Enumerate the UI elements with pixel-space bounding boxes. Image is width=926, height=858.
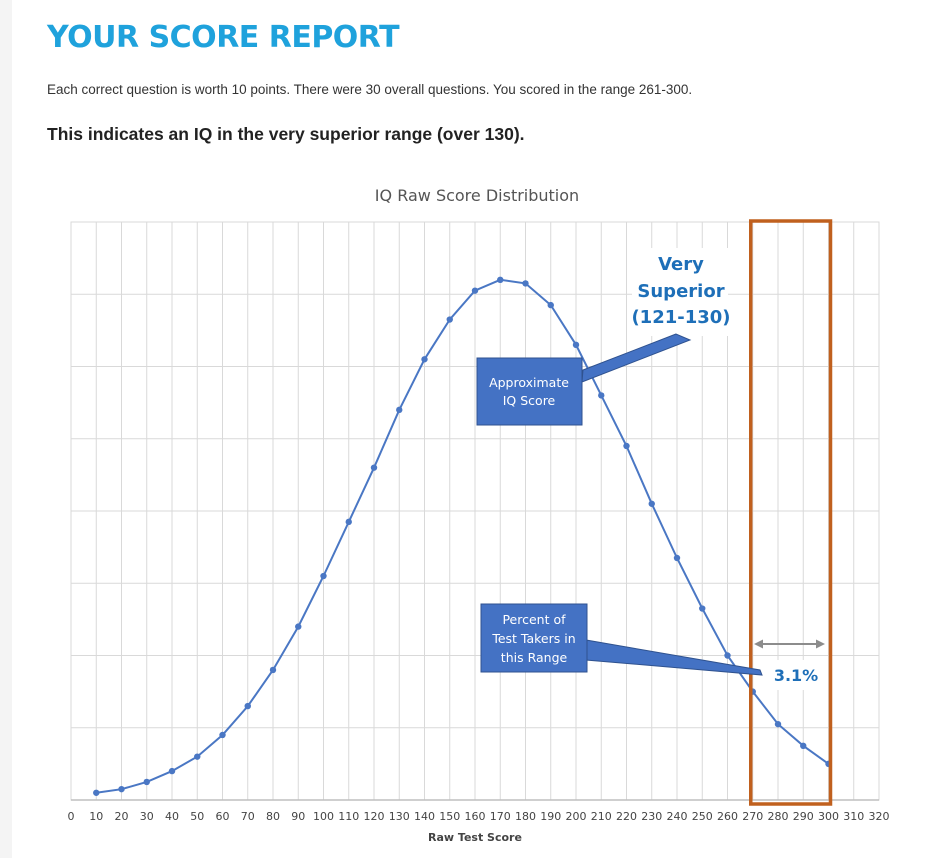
iq-summary: This indicates an IQ in the very superio… [47,124,525,144]
x-tick-label-120: 120 [364,810,385,823]
range-double-arrow [754,639,825,649]
x-tick-label-0: 0 [68,810,75,823]
x-tick-label-190: 190 [540,810,561,823]
x-tick-label-280: 280 [768,810,789,823]
x-tick-label-150: 150 [439,810,460,823]
very-superior-label-line2: Superior [637,281,724,302]
x-tick-label-200: 200 [566,810,587,823]
x-tick-label-30: 30 [140,810,154,823]
x-tick-label-180: 180 [515,810,536,823]
approx-iq-line1: Approximate [489,375,569,390]
horizontal-gridlines [71,293,879,729]
x-tick-label-300: 300 [818,810,839,823]
x-tick-label-60: 60 [216,810,230,823]
data-point-100 [320,572,327,580]
data-point-190 [547,301,554,309]
very-superior-label-line1: Very [658,254,704,275]
data-point-250 [699,605,706,612]
data-point-20 [118,785,125,793]
data-point-280 [774,720,782,728]
data-point-90 [295,623,302,630]
x-axis-title: Raw Test Score [428,831,522,844]
x-tick-label-40: 40 [165,810,179,823]
page-title: YOUR SCORE REPORT [47,20,400,55]
series-points [93,276,832,796]
data-point-230 [648,500,655,507]
series-line [96,278,830,794]
x-tick-label-210: 210 [591,810,612,823]
x-tick-label-230: 230 [641,810,662,823]
x-tick-label-130: 130 [389,810,410,823]
data-point-110 [345,518,352,526]
data-point-50 [194,753,201,760]
x-tick-label-20: 20 [115,810,129,823]
percent-takers-line2: Test Takers in [491,631,575,646]
x-axis-ticks: 0 10 20 30 40 50 60 70 80 90 100 110 120 130 140 150 160… [68,810,890,823]
data-point-120 [370,464,378,471]
data-point-170 [497,276,504,283]
data-point-180 [522,280,529,287]
x-tick-label-70: 70 [241,810,255,823]
x-tick-label-270: 270 [742,810,763,823]
x-tick-label-80: 80 [266,810,280,823]
percent-value-bg [763,660,823,690]
x-tick-label-310: 310 [843,810,864,823]
data-point-30 [143,778,150,786]
approx-iq-callout [476,357,583,426]
x-tick-label-10: 10 [89,810,103,823]
data-point-10 [93,789,100,796]
x-tick-label-250: 250 [692,810,713,823]
x-tick-label-90: 90 [291,810,305,823]
score-description: Each correct question is worth 10 points… [47,82,693,97]
very-superior-label-line3: (121-130) [631,307,730,328]
data-point-290 [800,742,807,750]
x-tick-label-240: 240 [667,810,688,823]
percent-takers-line3: this Range [501,650,568,665]
data-point-70 [244,702,251,710]
x-tick-label-260: 260 [717,810,738,823]
percent-takers-line1: Percent of [502,612,566,627]
approx-iq-line2: IQ Score [503,393,556,408]
very-superior-label-bg [632,248,728,336]
x-tick-label-220: 220 [616,810,637,823]
data-point-260 [724,652,731,659]
data-point-200 [572,341,580,349]
x-tick-label-170: 170 [490,810,511,823]
data-point-240 [673,554,681,562]
x-tick-label-110: 110 [338,810,359,823]
data-point-60 [219,731,226,739]
left-margin-strip [0,0,12,858]
data-point-40 [168,767,176,775]
x-tick-label-50: 50 [190,810,204,823]
x-tick-label-100: 100 [313,810,334,823]
score-range-highlight [749,219,833,806]
data-point-220 [623,442,630,450]
data-point-210 [598,392,605,399]
data-point-80 [269,666,277,674]
percent-takers-callout [480,603,588,673]
chart-title: IQ Raw Score Distribution [375,186,579,205]
x-tick-label-320: 320 [869,810,890,823]
x-tick-label-160: 160 [465,810,486,823]
percent-value: 3.1% [774,666,818,685]
x-tick-label-290: 290 [793,810,814,823]
x-tick-label-140: 140 [414,810,435,823]
data-point-160 [471,287,479,294]
data-point-150 [446,316,453,323]
data-point-140 [421,356,428,363]
data-point-130 [396,406,403,414]
